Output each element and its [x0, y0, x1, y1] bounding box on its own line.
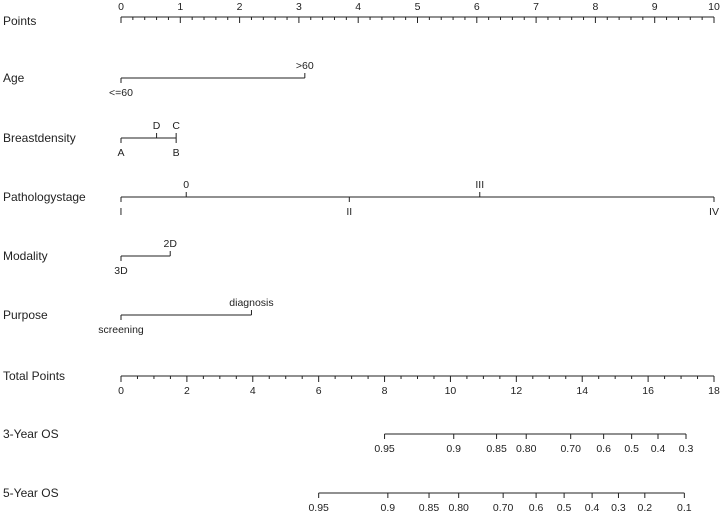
points-tick-label: 3 — [296, 1, 302, 13]
total-points-tick-label: 18 — [708, 385, 720, 397]
3-year-os-tick-label: 0.70 — [560, 443, 581, 455]
total-points-tick-label: 2 — [184, 385, 190, 397]
5-year-os-tick-label: 0.95 — [308, 502, 329, 514]
points-tick-label: 8 — [592, 1, 598, 13]
purpose-label: Purpose — [3, 308, 48, 322]
5-year-os-tick-label: 0.70 — [493, 502, 514, 514]
total-points-tick-label: 12 — [510, 385, 522, 397]
total-points-axis-label: Total Points — [3, 369, 65, 383]
5-year-os-tick-label: 0.2 — [638, 502, 653, 514]
points-tick-label: 2 — [237, 1, 243, 13]
5-year-os-tick-label: 0.80 — [448, 502, 469, 514]
points-tick-label: 0 — [118, 1, 124, 13]
modality-level-3d: 3D — [114, 265, 128, 277]
5-year-os-tick-label: 0.1 — [677, 502, 692, 514]
pathologystage-level-iv: IV — [709, 206, 719, 218]
age-level-60: <=60 — [109, 87, 133, 99]
total-points-tick-label: 16 — [642, 385, 654, 397]
points-tick-label: 4 — [355, 1, 361, 13]
points-tick-label: 10 — [708, 1, 720, 13]
points-axis-label: Points — [3, 14, 36, 28]
3-year-os-tick-label: 0.6 — [596, 443, 611, 455]
3-year-os-tick-label: 0.4 — [651, 443, 666, 455]
5-year-os-tick-label: 0.9 — [381, 502, 396, 514]
5-year-os-tick-label: 0.6 — [529, 502, 544, 514]
points-tick-label: 7 — [533, 1, 539, 13]
breastdensity-level-b: B — [173, 147, 180, 159]
modality-label: Modality — [3, 249, 48, 263]
3-year-os-tick-label: 0.80 — [516, 443, 537, 455]
purpose-level-diagnosis: diagnosis — [229, 297, 273, 309]
3-year-os-tick-label: 0.3 — [679, 443, 694, 455]
3-year-os-tick-label: 0.85 — [486, 443, 507, 455]
3-year-os-tick-label: 0.95 — [374, 443, 395, 455]
purpose-level-screening: screening — [98, 324, 144, 336]
pathologystage-label: Pathologystage — [3, 190, 86, 204]
pathologystage-level-0: 0 — [183, 179, 189, 191]
3-year-os-axis-label: 3-Year OS — [3, 427, 59, 441]
5-year-os-tick-label: 0.3 — [611, 502, 626, 514]
3-year-os-tick-label: 0.9 — [446, 443, 461, 455]
axis-lines-layer — [120, 16, 715, 498]
total-points-tick-label: 6 — [316, 385, 322, 397]
5-year-os-tick-label: 0.4 — [585, 502, 600, 514]
pathologystage-level-i: I — [120, 206, 123, 218]
total-points-tick-label: 0 — [118, 385, 124, 397]
5-year-os-axis-label: 5-Year OS — [3, 486, 59, 500]
total-points-tick-label: 8 — [382, 385, 388, 397]
breastdensity-level-c: C — [172, 120, 180, 132]
pathologystage-level-ii: II — [346, 206, 352, 218]
breastdensity-level-a: A — [117, 147, 124, 159]
age-label: Age — [3, 71, 25, 85]
pathologystage-level-iii: III — [475, 179, 484, 191]
5-year-os-tick-label: 0.5 — [557, 502, 572, 514]
modality-level-2d: 2D — [164, 238, 178, 250]
points-tick-label: 1 — [177, 1, 183, 13]
total-points-tick-label: 4 — [250, 385, 256, 397]
breastdensity-label: Breastdensity — [3, 131, 76, 145]
age-level-60: >60 — [296, 60, 314, 72]
3-year-os-tick-label: 0.5 — [624, 443, 639, 455]
5-year-os-tick-label: 0.85 — [419, 502, 440, 514]
points-tick-label: 5 — [415, 1, 421, 13]
points-tick-label: 9 — [652, 1, 658, 13]
total-points-tick-label: 10 — [445, 385, 457, 397]
total-points-tick-label: 14 — [576, 385, 588, 397]
breastdensity-level-d: D — [153, 120, 161, 132]
points-tick-label: 6 — [474, 1, 480, 13]
